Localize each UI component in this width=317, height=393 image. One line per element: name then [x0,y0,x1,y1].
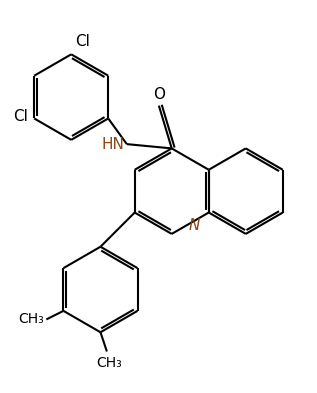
Text: CH₃: CH₃ [96,356,122,370]
Text: Cl: Cl [13,109,28,124]
Text: CH₃: CH₃ [18,312,44,327]
Text: N: N [189,218,200,233]
Text: Cl: Cl [75,34,90,49]
Text: O: O [153,87,165,102]
Text: HN: HN [102,137,125,152]
